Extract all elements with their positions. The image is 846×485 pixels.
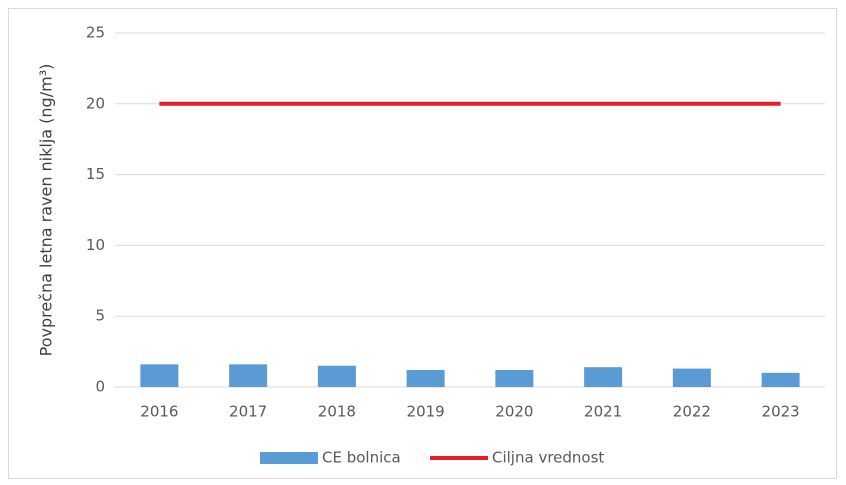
x-tick-label: 2018	[318, 403, 356, 421]
y-tick-label: 20	[86, 94, 105, 112]
bar	[140, 364, 179, 387]
y-tick-label: 0	[95, 378, 105, 396]
x-tick-label: 2023	[762, 403, 800, 421]
y-tick-label: 10	[86, 236, 105, 254]
x-tick-label: 2017	[229, 403, 267, 421]
x-tick-label: 2020	[495, 403, 533, 421]
y-tick-label: 15	[86, 165, 105, 183]
x-tick-label: 2019	[407, 403, 445, 421]
bar	[406, 370, 445, 387]
y-axis-label: Povprečna letna raven niklja (ng/m³)	[37, 64, 56, 357]
bar	[317, 365, 356, 387]
x-tick-label: 2021	[584, 403, 622, 421]
bar	[229, 364, 268, 387]
bar	[761, 372, 800, 387]
x-tick-label: 2016	[140, 403, 178, 421]
bar	[584, 367, 623, 387]
legend-label: Ciljna vrednost	[492, 449, 604, 467]
x-tick-label: 2022	[673, 403, 711, 421]
bar	[672, 368, 711, 387]
legend-swatch	[260, 452, 318, 464]
y-tick-label: 25	[86, 24, 105, 42]
bar	[495, 370, 534, 387]
legend-label: CE bolnica	[322, 449, 401, 467]
y-tick-label: 5	[95, 307, 105, 325]
chart-frame	[8, 8, 837, 479]
